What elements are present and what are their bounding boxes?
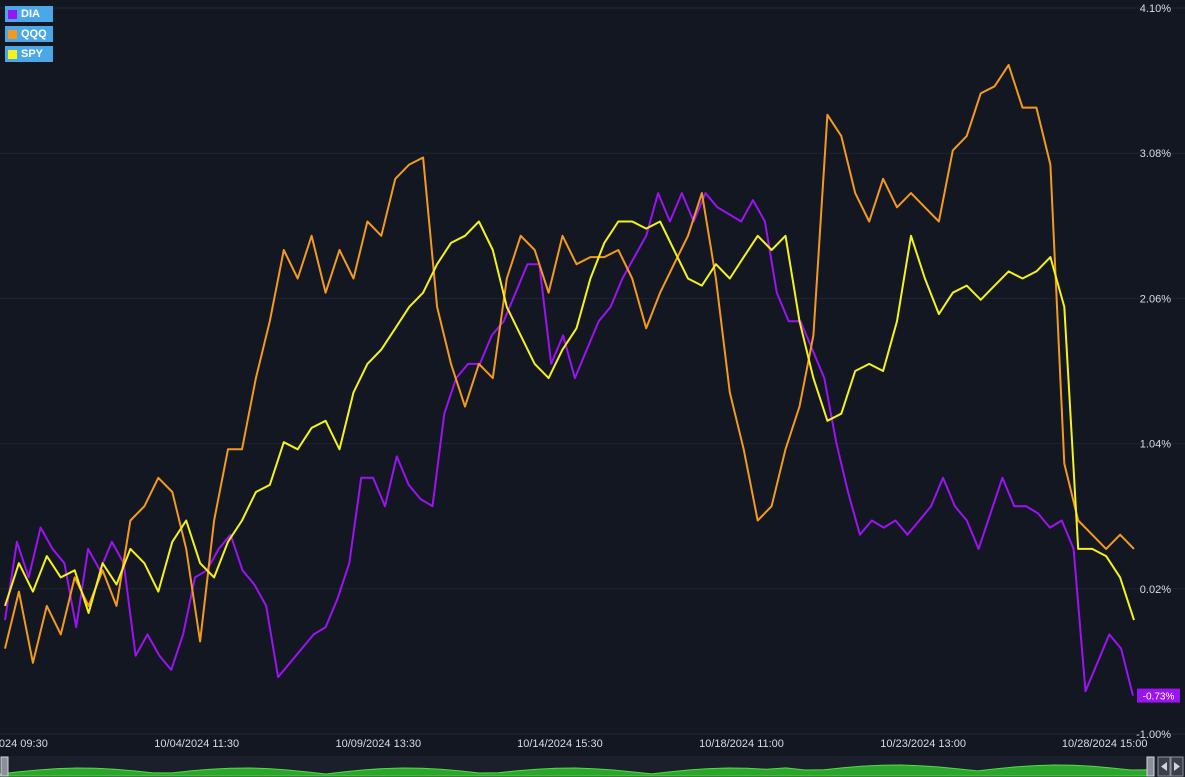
y-tick-label-3: 1.04% — [1140, 439, 1171, 451]
legend-item-dia[interactable]: DIA — [5, 6, 53, 22]
y-tick-label-4: 0.02% — [1140, 584, 1171, 596]
y-tick-label-0: 4.10% — [1140, 3, 1171, 15]
y-tick-label-1: 3.08% — [1140, 148, 1171, 160]
x-tick-label-2: 10/09/2024 13:30 — [335, 738, 421, 750]
legend-item-qqq[interactable]: QQQ — [5, 26, 53, 42]
legend-label-qqq: QQQ — [21, 28, 47, 40]
legend-label-dia: DIA — [21, 8, 40, 20]
legend: DIA QQQ SPY — [5, 6, 53, 62]
chevron-left-icon — [1161, 762, 1167, 771]
legend-item-spy[interactable]: SPY — [5, 46, 53, 62]
x-tick-label-3: 10/14/2024 15:30 — [517, 738, 603, 750]
legend-label-spy: SPY — [21, 48, 44, 60]
last-value-label: -0.73% — [1143, 692, 1175, 703]
legend-swatch-dia — [8, 9, 17, 19]
navigator-left-handle[interactable] — [0, 756, 9, 777]
x-tick-label-6: 10/28/2024 15:00 — [1062, 738, 1148, 750]
last-value-badge — [1137, 688, 1180, 703]
x-tick-label-1: 10/04/2024 11:30 — [154, 738, 239, 750]
series-line-dia[interactable] — [4, 192, 1134, 696]
x-tick-label-0: 10/01/2024 09:30 — [0, 738, 48, 750]
y-tick-label-2: 2.06% — [1140, 293, 1171, 305]
series-line-qqq[interactable] — [4, 63, 1135, 664]
series-line-spy[interactable] — [4, 220, 1135, 621]
navigator-volume — [0, 764, 1151, 777]
y-tick-label-5: -1.00% — [1136, 729, 1171, 741]
x-tick-label-4: 10/18/2024 11:00 — [699, 738, 784, 750]
x-tick-label-5: 10/23/2024 13:00 — [880, 738, 966, 750]
navigator-right-handle[interactable] — [1146, 756, 1155, 777]
chevron-right-icon — [1174, 762, 1180, 771]
legend-swatch-spy — [8, 49, 17, 59]
legend-swatch-qqq — [8, 29, 17, 39]
